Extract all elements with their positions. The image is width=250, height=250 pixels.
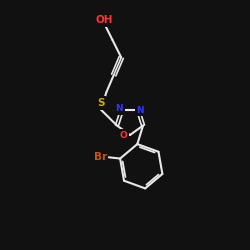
Text: N: N — [116, 104, 123, 114]
Text: OH: OH — [95, 15, 112, 25]
Text: Br: Br — [94, 152, 107, 162]
Text: O: O — [120, 130, 128, 140]
Text: N: N — [136, 106, 144, 115]
Text: S: S — [97, 98, 104, 108]
